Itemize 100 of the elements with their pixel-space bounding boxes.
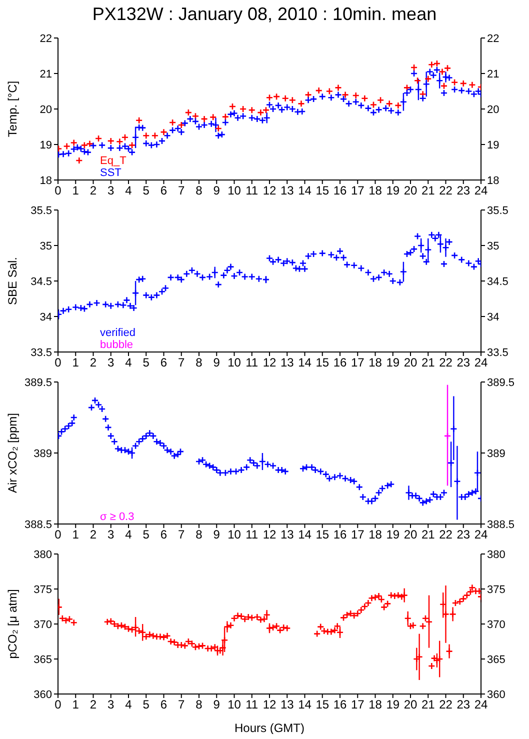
point: [315, 86, 322, 94]
point: [361, 94, 368, 102]
x-tick-label: 0: [54, 356, 62, 370]
point: [438, 68, 446, 76]
y2-tick-label: 22: [487, 32, 500, 45]
x-tick-label: 5: [142, 698, 150, 712]
chart-title: PX132W : January 08, 2010 : 10min. mean: [91, 3, 438, 26]
point: [428, 60, 436, 68]
x-tick-label: 7: [178, 356, 186, 370]
x-tick-label: 17: [350, 356, 365, 370]
point: [394, 102, 402, 110]
x-tick-label: 22: [439, 698, 453, 712]
x-tick-label: 24: [474, 184, 488, 198]
y-tick-label: 35: [40, 240, 52, 252]
x-tick-label: 19: [386, 528, 400, 542]
x-tick-label: 11: [246, 698, 258, 712]
x-tick-label: 9: [213, 356, 220, 370]
point: [192, 112, 200, 120]
point: [63, 142, 70, 150]
x-tick-label: 20: [404, 356, 418, 370]
y-tick-label: 388.5: [24, 518, 52, 531]
x-tick-label: 24: [474, 356, 488, 370]
x-tick-label: 17: [350, 528, 365, 542]
y2-tick-label: 389: [487, 448, 506, 460]
x-tick-label: 0: [54, 184, 62, 198]
x-tick-label: 10: [228, 528, 242, 542]
point: [424, 75, 432, 82]
x-tick-label: 4: [125, 356, 132, 370]
y-tick-label: 370: [34, 618, 52, 631]
y-tick-label: 389: [34, 448, 52, 460]
x-tick-label: 15: [316, 528, 330, 542]
y-axis-title: SBE Sal.: [5, 256, 20, 306]
x-tick-label: 21: [421, 356, 436, 370]
x-tick-label: 6: [160, 184, 168, 198]
point: [228, 102, 236, 110]
point: [151, 132, 159, 140]
x-tick-label: 0: [54, 528, 62, 542]
point: [80, 142, 88, 149]
y2-tick-label: 389.5: [487, 376, 515, 389]
x-tick-label: 12: [262, 698, 276, 712]
x-tick-label: 23: [456, 698, 470, 712]
x-tick-label: 11: [246, 528, 258, 542]
text: σ ≥ 0.3: [100, 511, 134, 523]
x-tick-label: 11: [246, 356, 258, 370]
point: [342, 91, 349, 98]
point: [266, 94, 274, 102]
x-tick-label: 13: [280, 528, 294, 542]
point: [304, 91, 312, 98]
x-tick-label: 21: [421, 184, 436, 198]
x-tick-label: 1: [72, 356, 80, 370]
x-tick-label: 5: [142, 528, 150, 542]
point: [410, 64, 418, 72]
y2-tick-label: 365: [487, 654, 506, 666]
point: [178, 121, 186, 129]
x-tick-label: 18: [368, 356, 382, 370]
x-tick-label: 4: [125, 698, 132, 712]
x-tick-label: 3: [108, 528, 115, 542]
point: [262, 106, 270, 114]
point: [160, 128, 168, 136]
point: [239, 105, 247, 113]
y2-tick-label: 18: [487, 174, 500, 187]
y2-tick-label: 19: [487, 139, 500, 152]
x-tick-label: 1: [72, 698, 80, 712]
x-tick-label: 20: [404, 528, 418, 542]
x-tick-label: 13: [280, 356, 294, 370]
x-tick-label: 17: [350, 698, 365, 712]
point: [94, 134, 102, 142]
x-tick-label: 18: [368, 528, 382, 542]
point: [168, 118, 176, 126]
point: [121, 134, 129, 142]
point: [403, 84, 411, 92]
x-tick-label: 7: [178, 184, 186, 198]
x-tick-label: 10: [228, 184, 242, 198]
y-tick-label: 33.5: [30, 346, 52, 359]
point: [282, 94, 290, 102]
point: [86, 140, 94, 148]
x-tick-label: 13: [280, 184, 294, 198]
point: [107, 137, 115, 145]
x-tick-label: 24: [474, 698, 488, 712]
y-tick-label: 389.5: [24, 376, 52, 389]
series-label: SST: [100, 167, 122, 179]
x-tick-label: 2: [90, 184, 97, 198]
x-tick-label: 4: [125, 528, 132, 542]
x-tick-label: 14: [298, 698, 312, 712]
x-tick-label: 3: [108, 184, 115, 198]
point: [444, 64, 452, 72]
y-tick-label: 35.5: [30, 204, 52, 217]
x-tick-label: 0: [54, 698, 62, 712]
point: [450, 78, 458, 86]
x-tick-label: 8: [196, 528, 203, 542]
y2-tick-label: 34.5: [487, 276, 508, 288]
point: [257, 108, 264, 116]
y2-tick-label: 360: [487, 688, 506, 701]
x-tick-label: 6: [160, 698, 168, 712]
x-tick-label: 20: [404, 698, 418, 712]
x-tick-label: 9: [213, 184, 220, 198]
x-tick-label: 15: [316, 184, 330, 198]
y2-tick-label: 375: [487, 584, 506, 596]
x-tick-label: 7: [178, 698, 186, 712]
y2-tick-label: 388.5: [487, 518, 515, 531]
